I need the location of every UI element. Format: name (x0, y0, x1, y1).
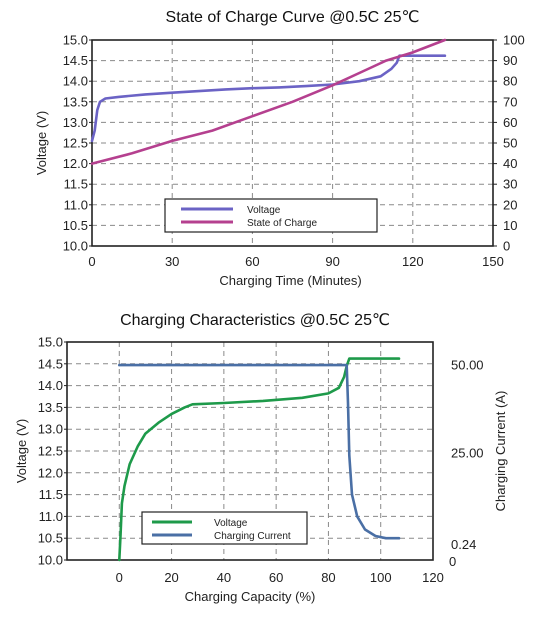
legend-box (141, 511, 308, 545)
y2-tick-label: 80 (503, 74, 517, 89)
x-tick-label: 80 (321, 570, 335, 585)
y-tick-label: 11.5 (39, 487, 63, 502)
x-tick-label: 150 (482, 254, 504, 269)
y-tick-label: 14.0 (38, 378, 63, 393)
y2-tick-label: 70 (503, 94, 517, 109)
y2-tick-label: 0 (449, 554, 456, 569)
y2-tick-label: 25.00 (451, 446, 484, 461)
x-tick-label: 100 (370, 570, 392, 585)
y-tick-label: 14.0 (63, 74, 88, 89)
y2-tick-label: 100 (503, 33, 525, 48)
chart-title: State of Charge Curve @0.5C 25℃ (166, 9, 420, 26)
y-axis-label: Voltage (V) (34, 111, 49, 175)
y-tick-label: 11.0 (39, 509, 63, 524)
series-line-charging-current (118, 363, 401, 540)
legend-box (164, 198, 378, 233)
y-tick-label: 12.5 (38, 444, 63, 459)
y2-axis-label: Charging Current (A) (493, 391, 508, 512)
series-line-state-of-charge (90, 38, 447, 165)
y2-tick-label: 60 (503, 115, 517, 130)
y-tick-label: 14.5 (38, 356, 63, 371)
y2-tick-label: 50.00 (451, 358, 484, 373)
y2-tick-label: 30 (503, 177, 517, 192)
x-tick-label: 20 (164, 570, 178, 585)
y-tick-label: 10.0 (38, 553, 63, 568)
x-tick-label: 40 (217, 570, 231, 585)
y-tick-label: 10.5 (38, 531, 63, 546)
y2-tick-label: 40 (503, 156, 517, 171)
series-line-voltage (90, 54, 447, 143)
y-tick-label: 12.0 (63, 156, 88, 171)
legend-label: Voltage (214, 518, 248, 529)
y-tick-label: 12.0 (38, 465, 63, 480)
x-axis-label: Charging Capacity (%) (185, 589, 316, 604)
y-tick-label: 13.0 (38, 422, 63, 437)
y2-tick-label: 90 (503, 53, 517, 68)
x-tick-label: 30 (165, 254, 179, 269)
y-tick-label: 15.0 (63, 33, 88, 48)
y-axis-label: Voltage (V) (14, 419, 29, 483)
y-tick-label: 10.0 (63, 239, 88, 254)
y2-tick-label: 0.24 (451, 537, 476, 552)
legend-label: State of Charge (247, 218, 317, 229)
chart-title: Charging Characteristics @0.5C 25℃ (120, 312, 390, 329)
y-tick-label: 12.5 (63, 136, 88, 151)
y-tick-label: 13.5 (63, 94, 88, 109)
legend-label: Charging Current (214, 531, 291, 542)
x-tick-label: 0 (116, 570, 123, 585)
y2-tick-label: 50 (503, 136, 517, 151)
y2-tick-label: 20 (503, 197, 517, 212)
x-tick-label: 60 (269, 570, 283, 585)
y2-tick-label: 10 (503, 218, 517, 233)
y-tick-label: 11.0 (64, 197, 88, 212)
y-tick-label: 14.5 (63, 53, 88, 68)
chart-1: State of Charge Curve @0.5C 25℃ 10.0 10.5 1… (34, 9, 525, 288)
x-axis-label: Charging Time (Minutes) (219, 273, 361, 288)
x-tick-label: 120 (402, 254, 424, 269)
x-tick-label: 90 (325, 254, 339, 269)
y-tick-label: 13.5 (38, 400, 63, 415)
x-tick-label: 60 (245, 254, 259, 269)
x-tick-label: 120 (422, 570, 444, 585)
x-tick-label: 0 (88, 254, 95, 269)
y2-tick-label: 0 (503, 239, 510, 254)
legend-label: Voltage (247, 205, 281, 216)
y-tick-label: 15.0 (38, 335, 63, 350)
chart-2: Charging Characteristics @0.5C 25℃ 10.0 10… (14, 312, 508, 604)
y-tick-label: 11.5 (64, 177, 88, 192)
y-tick-label: 10.5 (63, 218, 88, 233)
y-tick-label: 13.0 (63, 115, 88, 130)
